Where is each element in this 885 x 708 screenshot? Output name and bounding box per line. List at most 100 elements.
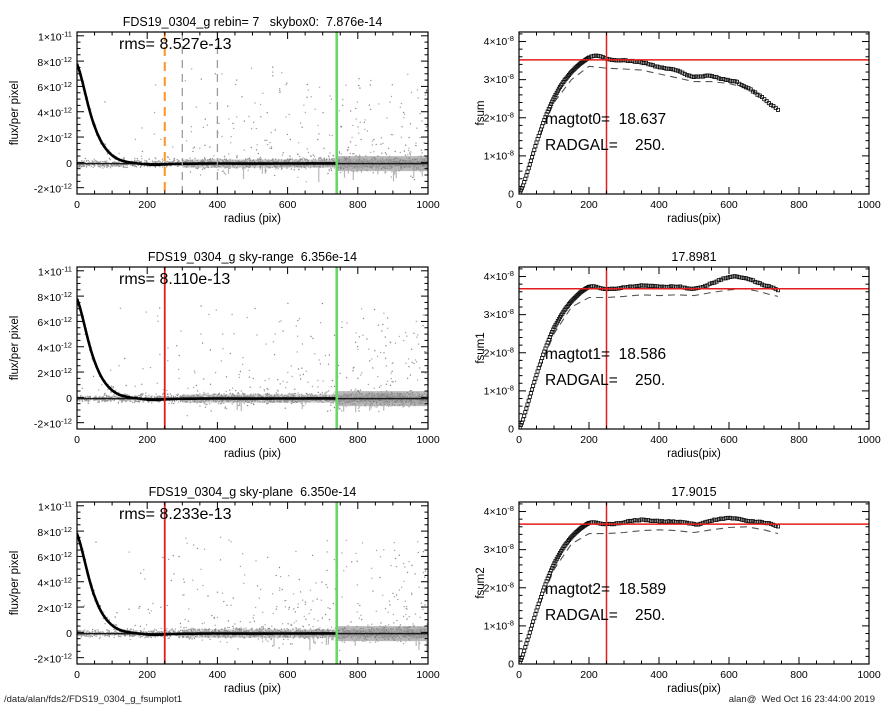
- y-tick-label: 1×10-8: [484, 618, 514, 632]
- x-tick-label: 1000: [416, 669, 440, 681]
- panel-flux-skyplane: rms= 8.233e-130 200 400 600 800 1000-2×10-120…: [9, 485, 440, 695]
- x-tick-label: 400: [209, 669, 227, 681]
- x-tick-label: 0: [74, 199, 80, 211]
- y-tick-label: 1×10-11: [38, 265, 72, 279]
- rms-annotation: rms= 8.527e-13: [119, 36, 232, 53]
- x-tick-label: 200: [580, 669, 598, 681]
- y-tick-label: 1×10-8: [484, 383, 514, 397]
- x-tick-label: 1000: [857, 669, 881, 681]
- x-tick-label: 0: [516, 199, 522, 211]
- y-tick-label: 2×10-12: [37, 366, 72, 380]
- x-tick-label: 800: [349, 669, 367, 681]
- y-tick-label: 0: [66, 628, 72, 640]
- y-tick-label: 0: [66, 158, 72, 170]
- x-tick-label: 800: [790, 669, 808, 681]
- x-axis-label: radius(pix): [667, 448, 721, 460]
- y-tick-label: 0: [508, 189, 514, 201]
- y-tick-label: 2×10-8: [484, 345, 514, 359]
- rms-annotation: rms= 8.110e-13: [119, 271, 230, 288]
- x-tick-label: 0: [74, 434, 80, 446]
- x-tick-label: 400: [650, 199, 668, 211]
- y-tick-label: -2×10-12: [34, 416, 72, 430]
- y-tick-label: 0: [508, 424, 514, 436]
- x-tick-label: 400: [650, 669, 668, 681]
- radgal-annotation: RADGAL= 250.: [545, 372, 665, 389]
- magtot-annotation: magtot1= 18.586: [545, 346, 666, 363]
- x-tick-label: 200: [580, 199, 598, 211]
- x-tick-label: 800: [790, 199, 808, 211]
- y-axis-label: fsum2: [475, 567, 487, 598]
- y-tick-label: 6×10-12: [37, 550, 72, 564]
- panel-title: 17.8981: [671, 250, 716, 264]
- y-axis-label: fsum: [475, 101, 487, 126]
- panel-fsum2: magtot2= 18.589 RADGAL= 250. 0 200 400 600 800…: [475, 485, 881, 695]
- plot-area-fsum0: [519, 32, 869, 194]
- x-tick-label: 1000: [416, 199, 440, 211]
- y-tick-label: 4×10-8: [484, 34, 514, 48]
- flux-profile-curve: [77, 533, 337, 637]
- x-tick-label: 1000: [857, 434, 881, 446]
- panel-flux-skyrange: rms= 8.110e-130 200 400 600 800 1000-2×10-120…: [9, 250, 440, 460]
- x-tick-label: 1000: [416, 434, 440, 446]
- panel-flux-skybox0: rms= 8.527e-130 200 400 600 800 1000-2×10-120…: [9, 15, 440, 225]
- y-tick-label: 2×10-8: [484, 580, 514, 594]
- panel-title: 17.9015: [671, 485, 716, 499]
- x-tick-label: 200: [138, 199, 156, 211]
- x-tick-label: 600: [720, 199, 738, 211]
- magtot-annotation: magtot2= 18.589: [545, 581, 666, 598]
- magtot-annotation: magtot0= 18.637: [545, 111, 666, 128]
- footer-user-timestamp: alan@ Wed Oct 16 23:44:00 2019: [728, 694, 875, 705]
- y-tick-label: 8×10-12: [37, 290, 72, 304]
- panel-fsum0: magtot0= 18.637 RADGAL= 250. 0 200 400 600 800…: [475, 31, 881, 225]
- x-tick-label: 800: [349, 434, 367, 446]
- x-axis-label: radius (pix): [224, 448, 281, 460]
- y-tick-label: 4×10-8: [484, 504, 514, 518]
- y-axis-label: flux/per pixel: [9, 81, 21, 146]
- y-tick-label: 3×10-8: [484, 307, 514, 321]
- y-tick-label: 1×10-11: [38, 30, 72, 44]
- panel-fsum1: magtot1= 18.586 RADGAL= 250. 0 200 400 600 800…: [475, 250, 881, 460]
- y-axis-label: fsum1: [475, 332, 487, 363]
- x-tick-label: 0: [516, 669, 522, 681]
- y-tick-label: 6×10-12: [37, 80, 72, 94]
- x-tick-label: 600: [279, 669, 297, 681]
- radgal-annotation: RADGAL= 250.: [545, 607, 665, 624]
- y-tick-label: 2×10-12: [37, 601, 72, 615]
- y-axis-label: flux/per pixel: [9, 316, 21, 381]
- y-tick-label: 8×10-12: [37, 525, 72, 539]
- x-tick-label: 600: [720, 669, 738, 681]
- panel-title: FDS19_0304_g sky-range 6.356e-14: [148, 250, 357, 264]
- x-tick-label: 600: [279, 434, 297, 446]
- x-axis-label: radius(pix): [667, 683, 721, 695]
- y-tick-label: 1×10-11: [38, 500, 72, 514]
- footer-file-path: /data/alan/fds2/FDS19_0304_g_fsumplot1: [4, 694, 182, 705]
- plot-area-fsum2: [519, 502, 869, 664]
- y-tick-label: 3×10-8: [484, 72, 514, 86]
- y-tick-label: 0: [508, 659, 514, 671]
- y-tick-label: 8×10-12: [37, 55, 72, 69]
- x-tick-label: 600: [720, 434, 738, 446]
- y-tick-label: 6×10-12: [37, 315, 72, 329]
- flux-profile-curve: [77, 63, 337, 167]
- plot-area-fsum1: [519, 267, 869, 429]
- x-axis-label: radius(pix): [667, 213, 721, 225]
- y-tick-label: -2×10-12: [34, 651, 72, 665]
- y-tick-label: 4×10-12: [37, 106, 72, 120]
- x-axis-label: radius (pix): [224, 213, 281, 225]
- x-tick-label: 800: [790, 434, 808, 446]
- x-tick-label: 1000: [857, 199, 881, 211]
- fsum-dashed-curve: [539, 526, 779, 605]
- plot-area-flux-skyrange: [77, 267, 428, 429]
- y-axis-label: flux/per pixel: [9, 551, 21, 616]
- flux-profile-curve: [77, 298, 337, 402]
- panel-title: FDS19_0304_g sky-plane 6.350e-14: [149, 485, 357, 499]
- y-tick-label: 4×10-12: [37, 341, 72, 355]
- plot-area-flux-skybox0: [77, 32, 428, 194]
- x-tick-label: 800: [349, 199, 367, 211]
- x-tick-label: 400: [209, 199, 227, 211]
- y-tick-label: 3×10-8: [484, 542, 514, 556]
- y-tick-label: 1×10-8: [484, 148, 514, 162]
- x-tick-label: 200: [138, 669, 156, 681]
